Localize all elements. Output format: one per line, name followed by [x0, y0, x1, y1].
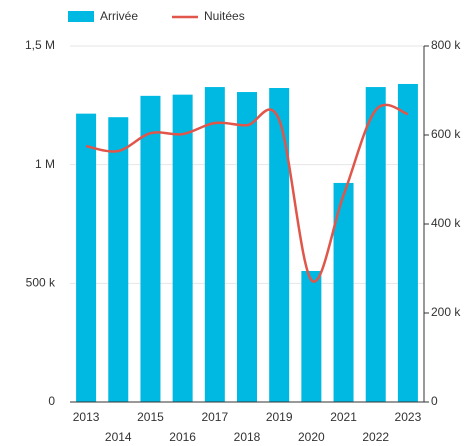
- legend-label: Arrivée: [100, 9, 138, 23]
- x-tick-label: 2020: [298, 430, 325, 444]
- x-tick-label: 2016: [169, 430, 196, 444]
- bar: [237, 92, 257, 402]
- y2-tick-label: 0: [431, 394, 438, 408]
- x-tick-label: 2019: [266, 410, 293, 424]
- y2-tick-label: 800 k: [431, 38, 461, 52]
- bar: [397, 83, 418, 403]
- bar: [76, 113, 97, 402]
- y-tick-label: 1 M: [35, 157, 55, 171]
- legend-swatch: [68, 11, 94, 22]
- bar: [108, 117, 129, 402]
- bar: [140, 95, 161, 402]
- y-tick-label: 1,5 M: [25, 38, 55, 52]
- bar: [333, 182, 354, 402]
- x-tick-label: 2015: [137, 410, 164, 424]
- y-tick-label: 0: [48, 394, 55, 408]
- y2-tick-label: 400 k: [431, 216, 461, 230]
- x-tick-label: 2014: [105, 430, 132, 444]
- bar: [269, 88, 290, 403]
- x-tick-label: 2013: [73, 410, 100, 424]
- bar: [172, 94, 193, 403]
- line: [85, 103, 409, 283]
- x-tick-label: 2022: [362, 430, 389, 444]
- y2-tick-label: 600 k: [431, 127, 461, 141]
- bar: [204, 87, 225, 403]
- y-tick-label: 500 k: [26, 276, 56, 290]
- y2-tick-label: 200 k: [431, 305, 461, 319]
- x-tick-label: 2018: [234, 430, 261, 444]
- legend-label: Nuitées: [204, 9, 245, 23]
- bar: [365, 87, 386, 403]
- bar: [301, 270, 322, 402]
- x-tick-label: 2017: [201, 410, 228, 424]
- x-tick-label: 2023: [395, 410, 422, 424]
- x-tick-label: 2021: [330, 410, 357, 424]
